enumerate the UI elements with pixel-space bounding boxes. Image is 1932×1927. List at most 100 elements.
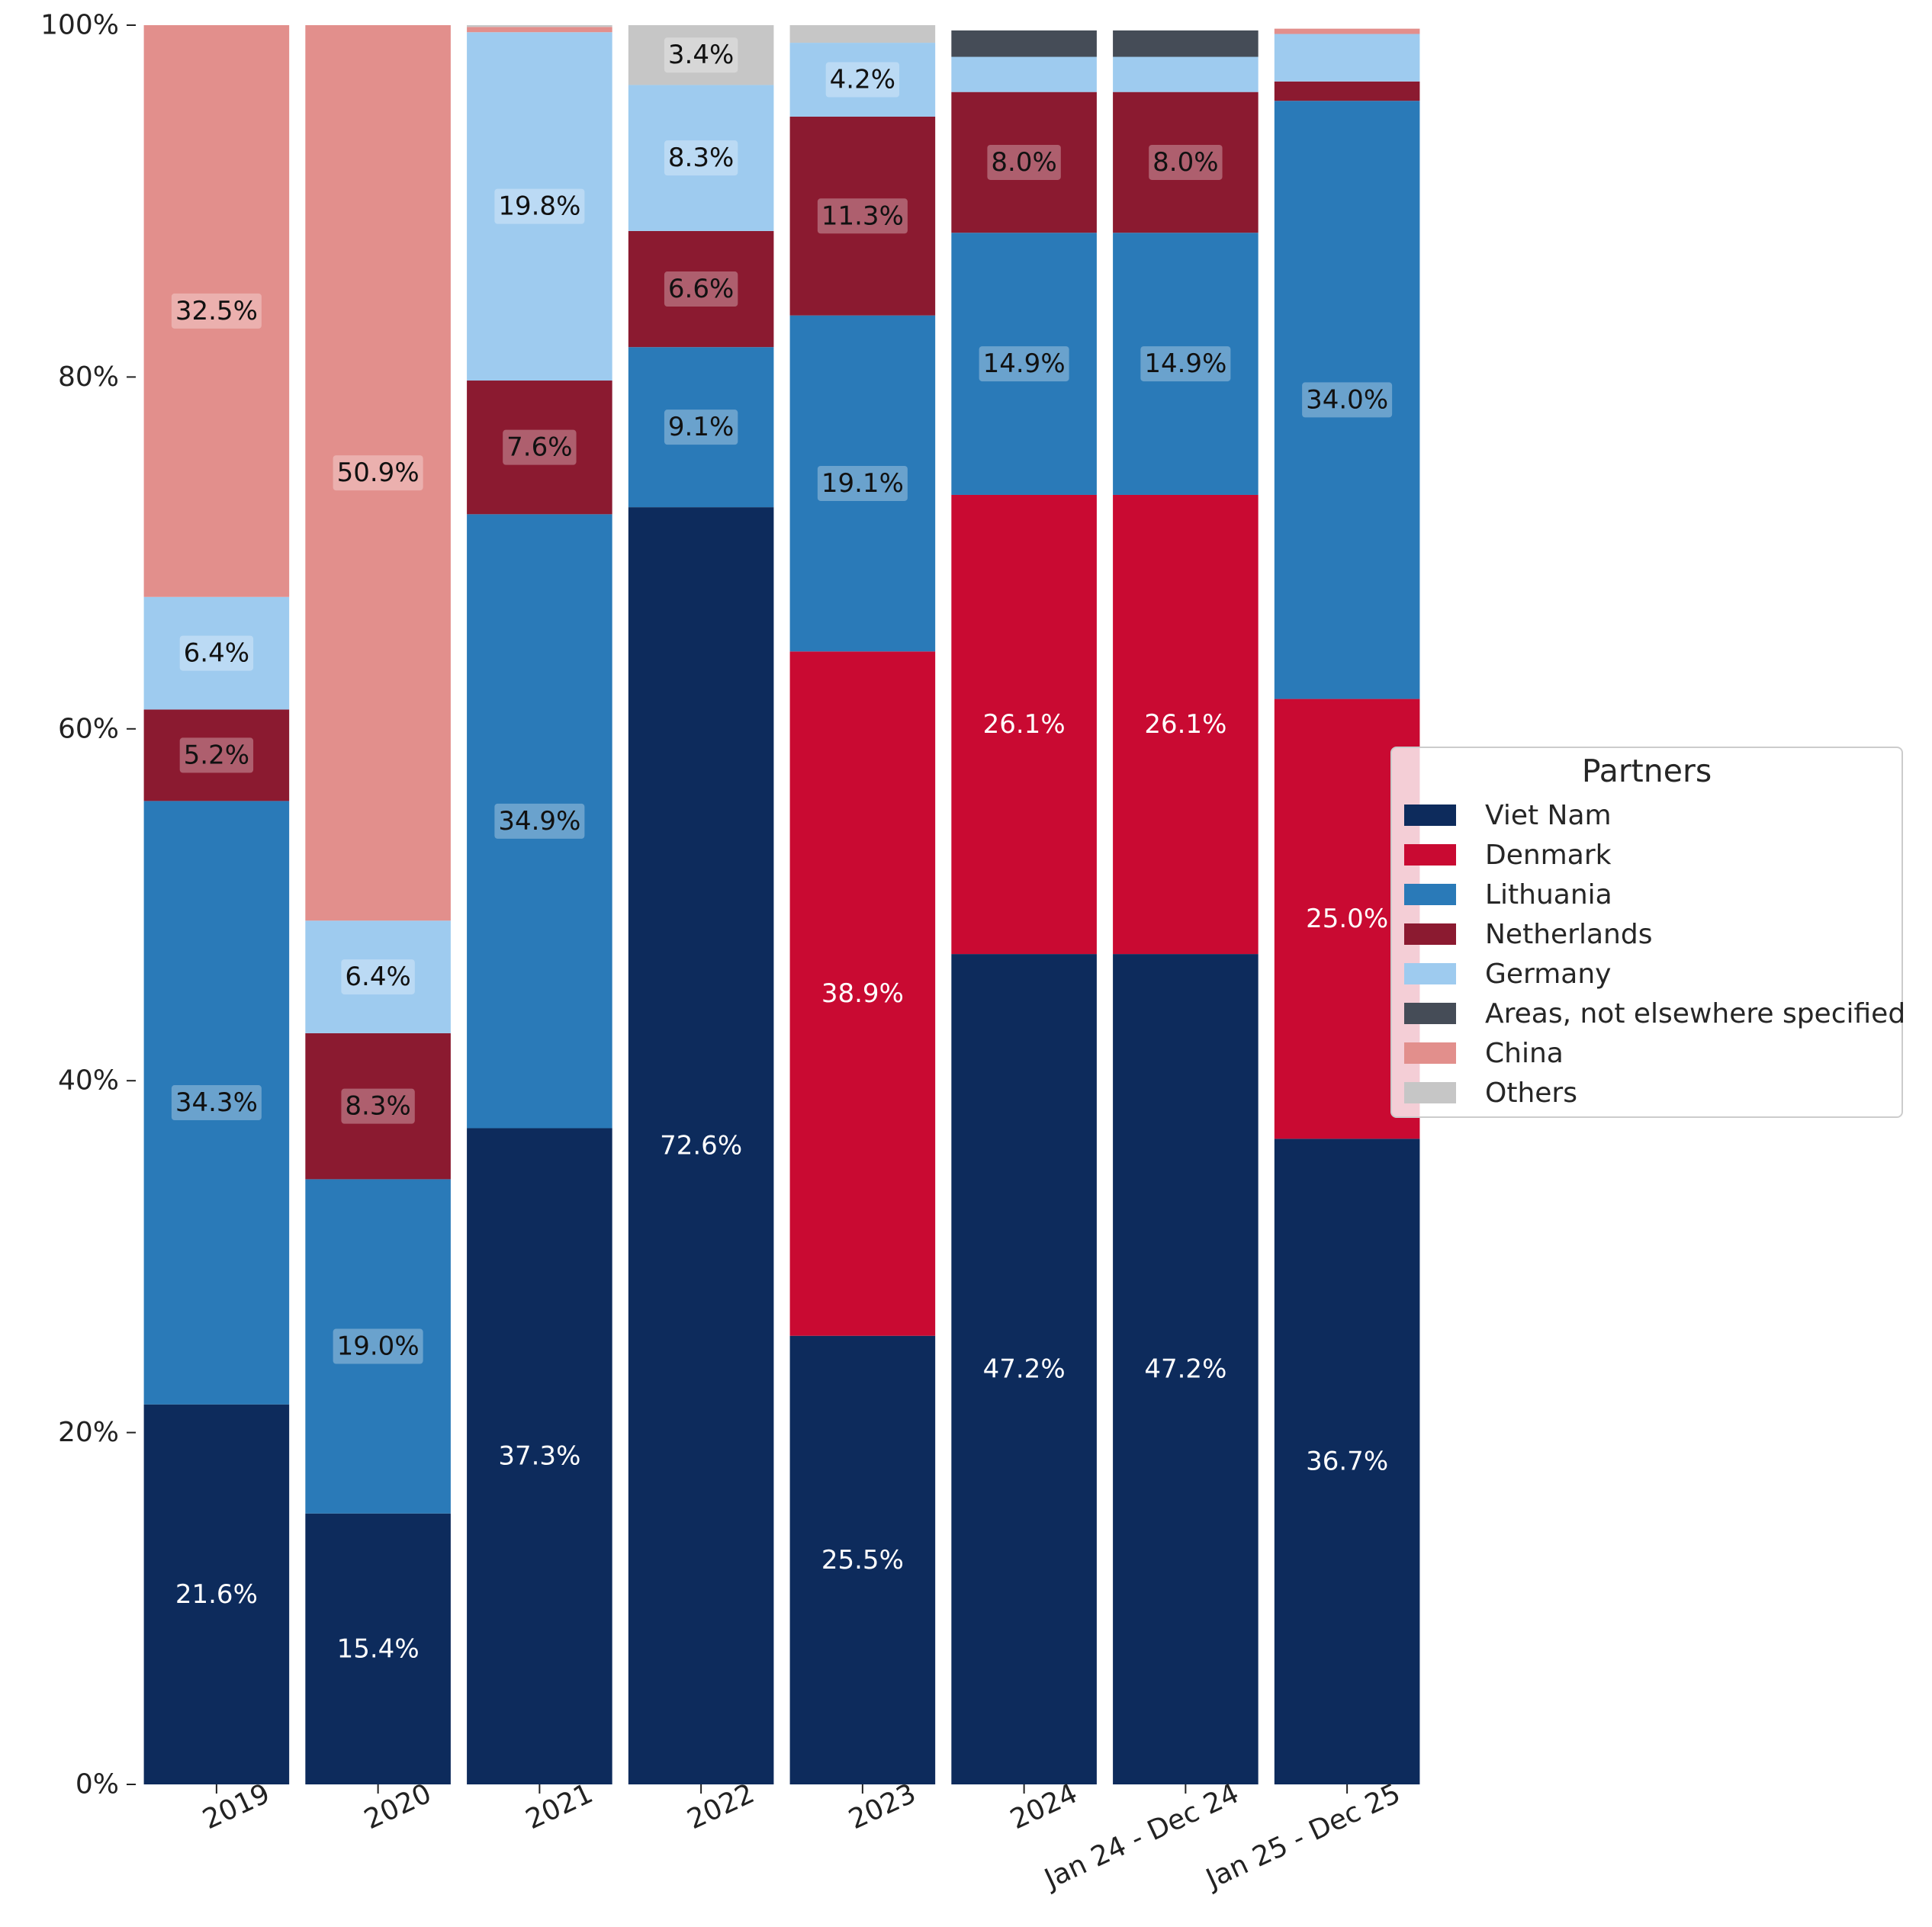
bar-segment-6-2 (467, 27, 612, 33)
legend-swatch-1 (1404, 844, 1456, 866)
legend-item-5: Areas, not elsewhere specified (1404, 994, 1905, 1033)
data-label-4-2: 19.8% (498, 191, 580, 222)
legend-swatch-0 (1404, 805, 1456, 826)
data-label-7-3: 3.4% (668, 40, 734, 70)
data-label-1-6: 26.1% (1144, 709, 1226, 740)
bar-segment-0-7 (1274, 1139, 1420, 1784)
y-tick-label-4: 80% (58, 361, 119, 393)
data-label-0-7: 36.7% (1306, 1447, 1388, 1477)
bar-segment-3-6 (1113, 92, 1259, 233)
bar-segment-4-0 (143, 596, 290, 710)
data-label-bg-2-7 (1302, 382, 1393, 418)
legend-swatch-7 (1404, 1082, 1456, 1103)
data-label-6-0: 32.5% (175, 296, 258, 326)
legend-label-3: Netherlands (1485, 918, 1653, 950)
data-label-bg-4-3 (664, 140, 738, 176)
legend-swatch-3 (1404, 923, 1456, 945)
legend-item-0: Viet Nam (1404, 795, 1612, 835)
data-label-6-1: 50.9% (337, 458, 420, 488)
legend-title: Partners (1581, 753, 1712, 789)
bar-segment-2-3 (628, 347, 774, 508)
data-label-2-7: 34.0% (1306, 384, 1388, 415)
data-label-3-1: 8.3% (345, 1091, 410, 1122)
x-tick-label-5: 2024 (1006, 1778, 1082, 1835)
bar-segment-4-6 (1113, 56, 1259, 92)
data-label-bg-3-1 (341, 1088, 415, 1124)
data-label-0-6: 47.2% (1144, 1354, 1226, 1385)
data-label-bg-4-2 (494, 188, 585, 224)
data-label-bg-2-1 (333, 1328, 423, 1364)
bar-segment-3-0 (143, 709, 290, 801)
bar-segment-3-3 (628, 230, 774, 348)
bar-segment-0-6 (1113, 954, 1259, 1784)
data-label-bg-3-5 (987, 144, 1061, 180)
bar-segment-4-4 (789, 43, 936, 117)
bar-segment-7-3 (628, 25, 774, 85)
data-label-2-2: 34.9% (498, 806, 580, 837)
legend: Partners Viet Nam Denmark Lithuania Netherl… (1390, 747, 1905, 1118)
legend-item-2: Lithuania (1404, 875, 1612, 914)
legend-item-4: Germany (1404, 954, 1611, 994)
bar-segment-0-3 (628, 507, 774, 1785)
data-label-2-4: 19.1% (821, 468, 904, 499)
data-label-1-5: 26.1% (983, 709, 1066, 740)
data-label-4-4: 4.2% (830, 65, 895, 95)
data-label-0-4: 25.5% (821, 1545, 904, 1575)
x-tick-label-1: 2020 (360, 1778, 436, 1835)
legend-swatch-6 (1404, 1042, 1456, 1064)
y-tick-label-5: 100% (40, 10, 119, 41)
data-label-bg-2-4 (817, 465, 908, 501)
data-label-bg-4-1 (341, 959, 415, 995)
bar-segment-0-5 (951, 954, 1097, 1784)
bar-segment-5-6 (1113, 30, 1259, 57)
x-tick-label-2: 2021 (521, 1778, 597, 1835)
legend-label-2: Lithuania (1485, 878, 1612, 911)
data-label-3-2: 7.6% (506, 432, 572, 463)
data-label-3-6: 8.0% (1152, 147, 1218, 178)
bar-segment-2-2 (467, 514, 612, 1129)
legend-label-0: Viet Nam (1485, 799, 1612, 831)
x-tick-label-0: 2019 (198, 1778, 275, 1835)
data-label-3-3: 6.6% (668, 274, 734, 304)
bar-segment-2-5 (951, 233, 1097, 495)
data-label-4-3: 8.3% (668, 143, 734, 173)
legend-swatch-5 (1404, 1003, 1456, 1024)
data-label-bg-3-3 (664, 271, 738, 307)
data-label-3-4: 11.3% (821, 201, 904, 231)
data-label-bg-7-3 (664, 37, 738, 73)
bar-segment-5-5 (951, 30, 1097, 57)
data-label-bg-4-0 (179, 635, 254, 671)
x-tick-label-3: 2022 (683, 1778, 759, 1835)
legend-label-4: Germany (1485, 958, 1612, 990)
data-label-4-1: 6.4% (345, 962, 410, 992)
bar-segment-0-0 (143, 1404, 290, 1784)
data-label-bg-6-1 (333, 455, 423, 491)
data-label-2-0: 34.3% (175, 1087, 258, 1118)
legend-label-5: Areas, not elsewhere specified (1485, 997, 1906, 1029)
y-tick-label-0: 0% (76, 1769, 119, 1800)
data-label-0-2: 37.3% (498, 1441, 580, 1472)
y-axis: 0% 20% 40% 60% 80% 100% (40, 10, 136, 1800)
bar-segment-2-1 (305, 1179, 451, 1514)
bar-segment-2-0 (143, 801, 290, 1405)
y-tick-label-3: 60% (58, 713, 119, 744)
data-label-2-1: 19.0% (337, 1331, 420, 1362)
data-label-4-0: 6.4% (184, 638, 249, 669)
data-label-bg-2-6 (1140, 346, 1231, 382)
bar-segment-7-4 (789, 25, 936, 43)
bar-segment-2-7 (1274, 101, 1420, 699)
data-label-0-0: 21.6% (175, 1579, 258, 1610)
data-label-bg-3-4 (817, 198, 908, 234)
legend-item-3: Netherlands (1404, 914, 1652, 954)
bar-segment-7-2 (467, 25, 612, 27)
data-label-2-6: 14.9% (1144, 348, 1226, 379)
data-label-bg-2-3 (664, 409, 738, 445)
data-label-0-5: 47.2% (983, 1354, 1066, 1385)
data-label-3-0: 5.2% (184, 740, 249, 770)
y-tick-label-1: 20% (58, 1417, 119, 1448)
data-label-bg-3-2 (503, 429, 577, 465)
bar-segment-4-3 (628, 85, 774, 231)
bar-segment-0-4 (789, 1335, 936, 1784)
bar-segment-0-1 (305, 1513, 451, 1784)
